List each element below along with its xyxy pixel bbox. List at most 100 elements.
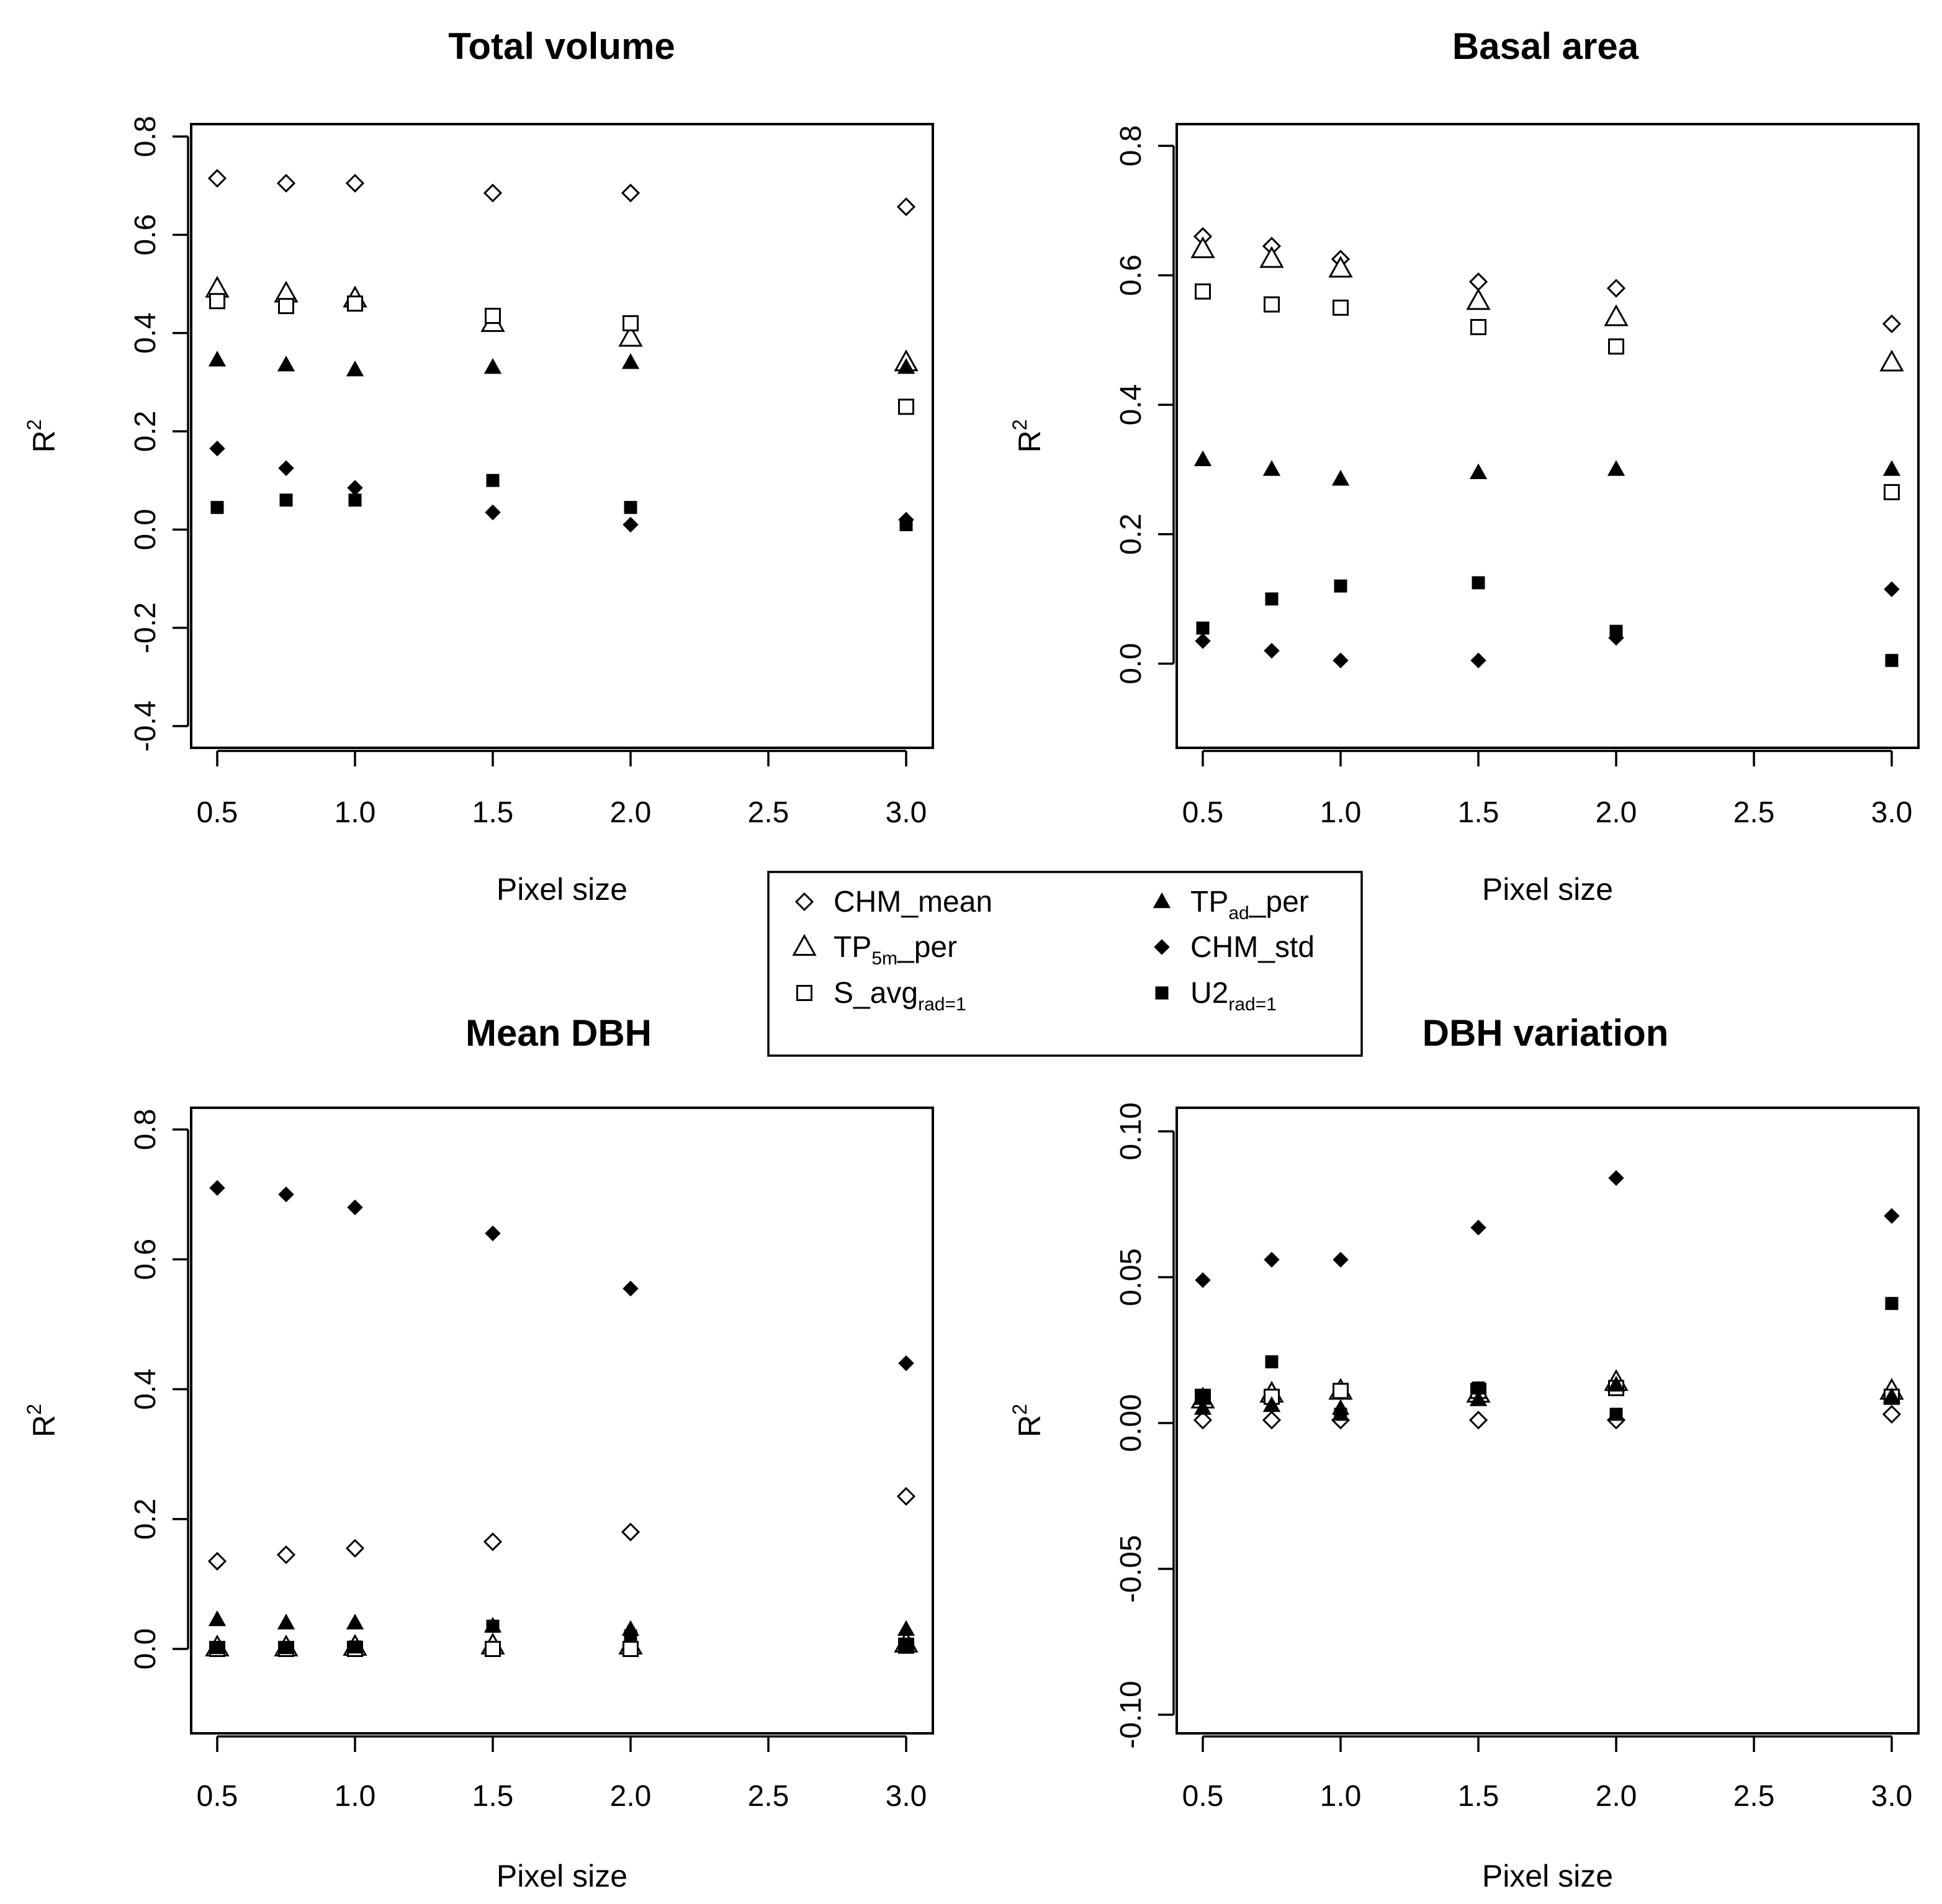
point-chm-std — [278, 1186, 294, 1203]
legend-item-tp5m: TP5m_per — [792, 931, 957, 969]
point-u2 — [1472, 576, 1485, 590]
legend-marker-savg — [796, 985, 812, 1001]
legend-marker-tp5m — [792, 933, 817, 956]
x-tick-label: 2.5 — [1733, 796, 1775, 829]
point-chm-mean — [896, 197, 916, 217]
x-axis-label: Pixel size — [497, 1859, 627, 1893]
point-savg — [485, 307, 501, 324]
point-tpad — [1607, 1375, 1625, 1392]
point-tp5m — [618, 325, 643, 347]
point-chm-mean — [276, 1545, 296, 1565]
point-chm-std — [1264, 1252, 1280, 1268]
x-tick-label: 0.5 — [197, 1780, 238, 1813]
y-tick-label: 0.8 — [129, 116, 162, 158]
point-savg — [1195, 283, 1211, 300]
x-tick-label: 0.5 — [1182, 796, 1224, 829]
point-tpad — [1262, 1396, 1281, 1412]
legend-marker-chm-mean — [794, 892, 814, 912]
point-chm-mean — [621, 1522, 641, 1542]
y-axis-label: R2 — [23, 420, 61, 453]
point-u2 — [279, 1641, 293, 1655]
point-u2 — [279, 493, 293, 507]
data-points — [1190, 227, 1904, 668]
panel-title: Total volume — [448, 25, 675, 67]
point-tpad — [208, 351, 227, 367]
plot-frame — [190, 1107, 934, 1735]
x-tick-label: 1.5 — [472, 1780, 514, 1813]
point-savg — [1333, 1383, 1349, 1399]
y-tick-label: 0.10 — [1115, 1102, 1148, 1160]
x-tick-label: 1.5 — [1458, 1780, 1499, 1813]
legend-item-u2: U2rad=1 — [1155, 977, 1277, 1015]
point-chm-std — [1884, 1208, 1900, 1224]
point-chm-mean — [483, 183, 503, 203]
point-u2 — [210, 501, 224, 514]
panel-basal-area: Basal area 0.5 1.0 1.5 2.0 2.5 3.0 Pixel size 0.… — [1009, 25, 1920, 907]
point-tp5m — [1604, 304, 1629, 326]
x-axis-label: Pixel size — [497, 872, 627, 907]
point-tpad — [346, 1614, 364, 1630]
point-u2 — [210, 1641, 224, 1655]
point-chm-std — [1333, 652, 1349, 668]
legend-marker-tpad — [1153, 892, 1171, 909]
point-chm-mean — [1193, 1411, 1213, 1430]
point-chm-std — [1884, 581, 1900, 598]
point-u2 — [1885, 653, 1899, 667]
point-savg — [1333, 299, 1349, 316]
point-chm-std — [278, 460, 294, 477]
y-tick-label: 0.0 — [129, 1628, 162, 1670]
point-u2 — [624, 501, 637, 514]
x-axis-label: Pixel size — [1482, 872, 1613, 907]
x-tick-label: 1.0 — [1320, 1780, 1362, 1813]
y-tick-label: -0.05 — [1115, 1535, 1148, 1602]
point-chm-mean — [276, 174, 296, 193]
point-u2 — [624, 1629, 637, 1643]
plot-frame — [1176, 123, 1920, 749]
x-tick-label: 1.5 — [472, 796, 514, 829]
y-tick-label: 0.6 — [129, 1239, 162, 1280]
point-u2 — [1334, 1408, 1347, 1421]
point-tpad — [346, 361, 364, 377]
point-chm-mean — [345, 1538, 365, 1558]
point-u2 — [1265, 592, 1279, 606]
point-tp5m — [1879, 349, 1904, 372]
point-tpad — [277, 356, 295, 372]
point-savg — [623, 1640, 639, 1657]
panel-mean-dbh: Mean DBH 0.5 1.0 1.5 2.0 2.5 3.0 Pixel size 0.0 0… — [23, 1012, 934, 1893]
x-tick-label: 0.5 — [197, 796, 238, 829]
point-savg — [898, 398, 914, 415]
legend-item-tpad: TPad_per — [1153, 886, 1309, 923]
y-tick-label: 0.2 — [129, 1498, 162, 1540]
point-u2 — [1609, 1408, 1623, 1421]
y-tick-label: 0.0 — [1115, 643, 1148, 685]
y-tick-label: 0.4 — [129, 312, 162, 354]
point-chm-mean — [1262, 1411, 1282, 1430]
point-u2 — [486, 474, 500, 487]
point-tpad — [483, 358, 502, 374]
x-tick-label: 3.0 — [1871, 796, 1913, 829]
point-u2 — [1472, 1381, 1485, 1395]
point-chm-std — [1333, 1252, 1349, 1268]
point-savg — [485, 1640, 501, 1657]
x-tick-label: 2.0 — [610, 1780, 652, 1813]
y-tick-label: 0.8 — [1115, 125, 1148, 167]
point-savg — [1264, 296, 1280, 313]
y-tick-label: 0.4 — [129, 1368, 162, 1410]
y-tick-label: 0.2 — [1115, 513, 1148, 555]
x-tick-label: 2.5 — [1733, 1780, 1775, 1813]
legend-item-chm-mean: CHM_mean — [794, 886, 992, 918]
point-tpad — [1469, 1390, 1488, 1406]
point-chm-std — [1264, 642, 1280, 659]
point-chm-std — [209, 441, 225, 457]
point-savg — [347, 295, 363, 312]
point-chm-mean — [207, 169, 227, 188]
point-chm-std — [1195, 633, 1211, 649]
x-tick-label: 2.0 — [1596, 796, 1637, 829]
panel-dbh-variation: DBH variation 0.5 1.0 1.5 2.0 2.5 3.0 Pixel siz… — [1009, 1012, 1920, 1893]
x-tick-label: 0.5 — [1182, 1780, 1224, 1813]
data-points — [1190, 1170, 1904, 1430]
point-tpad — [1331, 470, 1350, 486]
point-u2 — [1265, 1355, 1279, 1368]
panels: Total volume 0.5 1.0 1.5 2.0 2.5 3.0 Pixel size… — [23, 25, 1920, 1893]
data-points — [205, 1180, 919, 1657]
